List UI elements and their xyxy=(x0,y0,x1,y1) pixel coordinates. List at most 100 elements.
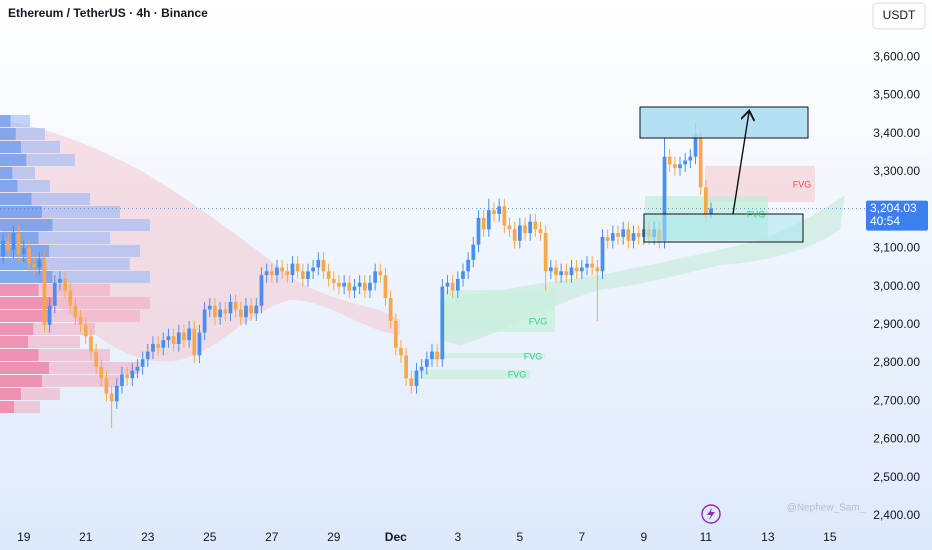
candle-body xyxy=(321,259,326,272)
candle-body xyxy=(120,374,124,386)
entry-box xyxy=(643,213,804,243)
fvg-zone xyxy=(420,370,530,379)
y-tick-label: 2,600.00 xyxy=(873,432,920,446)
volume-bar-core xyxy=(0,141,21,153)
candle-body xyxy=(435,351,440,360)
candle-body xyxy=(538,229,543,234)
x-tick-label: 25 xyxy=(203,530,217,544)
candle-body xyxy=(362,282,367,291)
candle-body xyxy=(616,233,620,237)
watermark: @Nephew_Sam_ xyxy=(787,503,866,514)
candle-body xyxy=(280,267,284,272)
volume-bar-core xyxy=(0,193,32,205)
currency-button[interactable] xyxy=(872,2,926,30)
candle-body xyxy=(678,164,682,169)
candle-body xyxy=(703,187,708,214)
candle-body xyxy=(156,343,160,348)
chart-title: Ethereum / TetherUS · 4h · Binance xyxy=(8,6,208,20)
candle-body xyxy=(533,221,538,230)
candle-body xyxy=(569,267,574,276)
candle-body xyxy=(357,282,362,287)
volume-bar-core xyxy=(0,128,16,140)
candle-body xyxy=(135,366,140,371)
candle-body xyxy=(399,347,403,356)
candle-body xyxy=(306,271,310,279)
candle-body xyxy=(316,259,321,268)
countdown: 40:54 xyxy=(870,214,900,228)
candle-body xyxy=(481,217,486,230)
fvg-label: FVG xyxy=(747,209,766,219)
candle-body xyxy=(109,393,114,402)
volume-bar-core xyxy=(0,219,53,231)
candle-body xyxy=(218,309,222,318)
candle-body xyxy=(244,305,248,318)
alert-icon[interactable] xyxy=(701,504,721,524)
candle-body xyxy=(631,233,636,241)
candle-body xyxy=(52,282,57,306)
candle-body xyxy=(409,378,414,386)
candle-body xyxy=(228,301,233,314)
candle-body xyxy=(140,359,145,367)
candle-body xyxy=(662,156,667,241)
candle-body xyxy=(285,271,290,276)
x-tick-label: 3 xyxy=(454,530,461,544)
candle-body xyxy=(523,225,527,234)
candle-body xyxy=(114,385,119,402)
candle-body xyxy=(461,271,465,279)
fvg-label: FVG xyxy=(524,351,543,361)
candle-body xyxy=(73,305,78,318)
candle-body xyxy=(342,282,346,287)
volume-bar-core xyxy=(0,206,42,218)
candle-body xyxy=(11,233,16,251)
target-box xyxy=(639,106,809,139)
candle-body xyxy=(21,248,26,255)
candle-body xyxy=(543,233,548,272)
currency-label[interactable]: USDT xyxy=(883,8,916,22)
volume-bar-core xyxy=(0,115,11,127)
alert-icon-bolt xyxy=(707,508,715,520)
candle-body xyxy=(595,267,600,272)
candle-body xyxy=(419,366,424,371)
candle-body xyxy=(455,278,460,291)
volume-bar-core xyxy=(0,388,21,400)
candle-body xyxy=(6,240,11,251)
candle-body xyxy=(269,271,274,276)
candle-body xyxy=(197,332,202,356)
volume-bar-core xyxy=(0,310,49,322)
y-tick-label: 2,700.00 xyxy=(873,393,920,407)
y-tick-label: 3,400.00 xyxy=(873,126,920,140)
fvg-label: FVG xyxy=(508,369,527,379)
x-tick-label: 7 xyxy=(578,530,585,544)
volume-bar-core xyxy=(0,336,28,348)
x-tick-label: 19 xyxy=(17,530,31,544)
volume-bar-core xyxy=(0,284,39,296)
candle-body xyxy=(430,351,434,360)
axes: 2,400.00 2,500.00 2,600.00 2,700.00 2,800.00… xyxy=(17,49,928,544)
candle-body xyxy=(414,370,419,386)
x-tick-label: 15 xyxy=(823,530,837,544)
y-tick-label: 3,300.00 xyxy=(873,164,920,178)
candle-body xyxy=(176,332,181,344)
volume-bar-core xyxy=(0,401,14,413)
x-tick-label: 9 xyxy=(640,530,647,544)
candle-body xyxy=(37,259,42,268)
candle-body xyxy=(27,248,31,264)
candle-body xyxy=(192,328,197,356)
candle-body xyxy=(517,225,522,241)
candle-body xyxy=(275,267,279,276)
x-tick-label: 27 xyxy=(265,530,279,544)
candle-body xyxy=(528,221,533,234)
candle-body xyxy=(89,336,93,352)
candle-body xyxy=(182,332,186,341)
candle-body xyxy=(94,351,98,367)
candle-body xyxy=(337,282,341,287)
candle-body xyxy=(574,267,579,272)
candle-body xyxy=(471,244,476,260)
candle-body xyxy=(383,275,388,299)
y-tick-label: 3,500.00 xyxy=(873,88,920,102)
candle-body xyxy=(104,378,109,394)
candle-body xyxy=(693,133,698,157)
last-price-box xyxy=(866,200,928,231)
candle-body xyxy=(42,259,47,325)
